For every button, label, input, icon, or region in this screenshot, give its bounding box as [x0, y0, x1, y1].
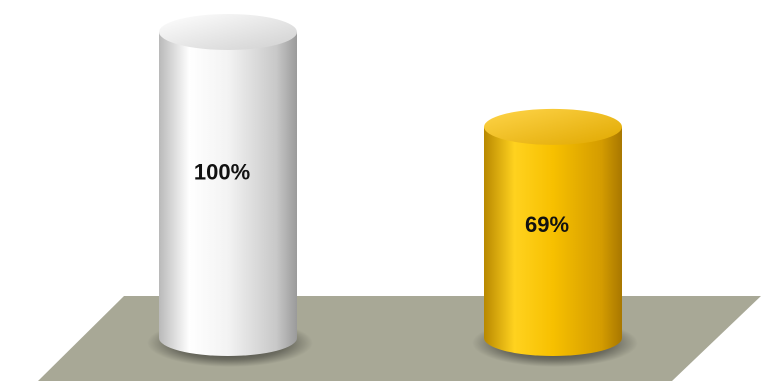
bars-layer: 100% 69% — [147, 14, 638, 367]
data-label: 69% — [525, 212, 569, 237]
data-label: 100% — [194, 160, 250, 185]
bar-top — [484, 108, 622, 145]
chart-floor — [38, 296, 761, 381]
bar-top — [159, 14, 297, 50]
bar-100: 100% — [147, 14, 313, 367]
bar-body — [484, 126, 622, 356]
bar-69: 69% — [472, 108, 638, 367]
bar-body — [159, 32, 297, 356]
